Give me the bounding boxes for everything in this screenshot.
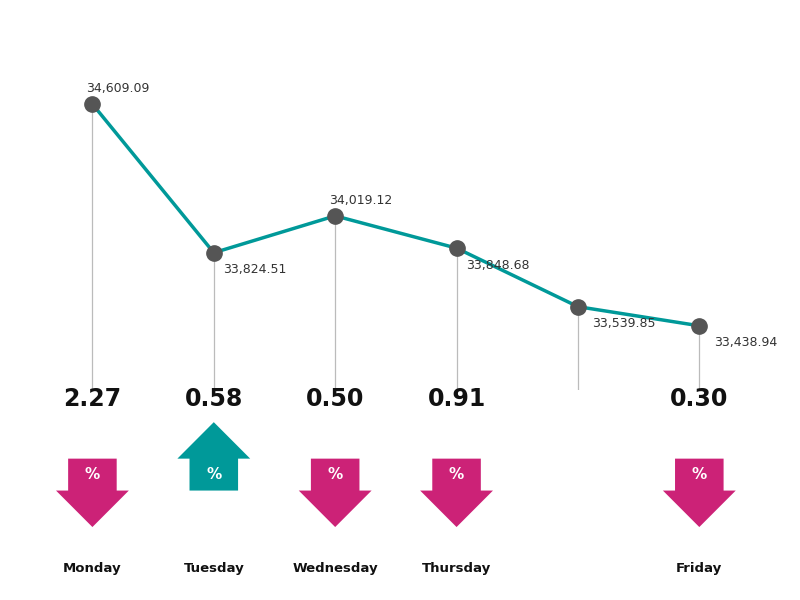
Polygon shape (420, 458, 493, 527)
Text: %: % (692, 467, 707, 482)
Text: Wednesday: Wednesday (292, 562, 378, 575)
Text: 33,848.68: 33,848.68 (466, 259, 530, 272)
Polygon shape (56, 458, 129, 527)
Text: Thursday: Thursday (422, 562, 491, 575)
Text: Friday: Friday (676, 562, 722, 575)
Text: 0.50: 0.50 (306, 388, 364, 412)
Text: 34,609.09: 34,609.09 (86, 82, 150, 95)
Text: %: % (85, 467, 100, 482)
Polygon shape (178, 422, 250, 491)
Text: %: % (449, 467, 464, 482)
Text: 0.30: 0.30 (670, 388, 729, 412)
Polygon shape (298, 458, 371, 527)
Text: 2.27: 2.27 (63, 388, 122, 412)
Text: 33,824.51: 33,824.51 (223, 263, 287, 276)
Text: %: % (206, 467, 222, 482)
Text: Tuesday: Tuesday (183, 562, 244, 575)
Text: 33,438.94: 33,438.94 (714, 337, 777, 349)
Text: 0.91: 0.91 (427, 388, 486, 412)
Text: 0.58: 0.58 (185, 388, 243, 412)
Text: %: % (327, 467, 342, 482)
Text: 33,539.85: 33,539.85 (593, 317, 656, 330)
Text: Monday: Monday (63, 562, 122, 575)
Polygon shape (663, 458, 736, 527)
Text: 34,019.12: 34,019.12 (329, 194, 392, 207)
